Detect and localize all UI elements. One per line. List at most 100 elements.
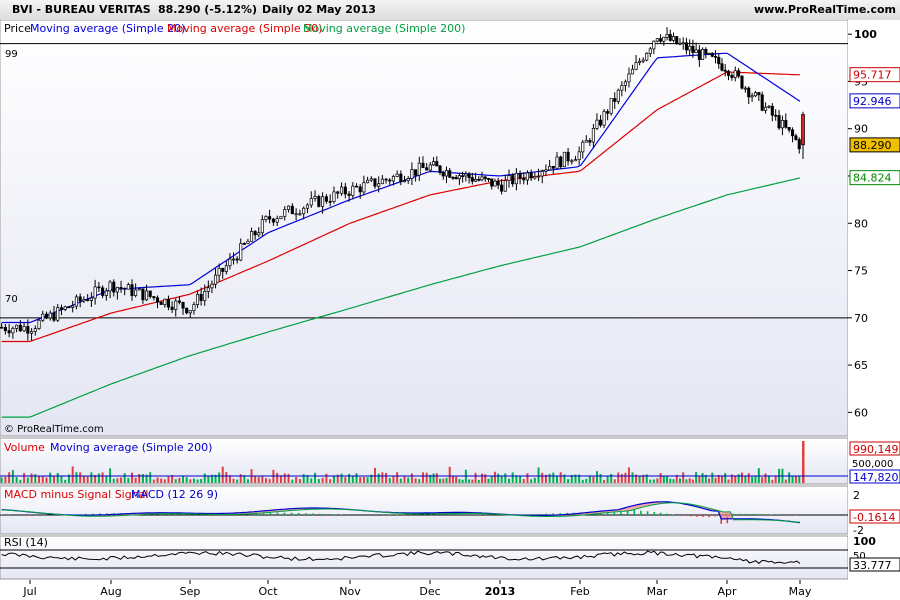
website-label: www.ProRealTime.com <box>753 3 896 16</box>
volume-bar <box>530 479 533 483</box>
volume-bar <box>448 466 451 483</box>
candle-body <box>224 265 228 272</box>
volume-bar <box>606 475 609 483</box>
macd-hist-bar <box>640 510 642 515</box>
volume-bar <box>578 474 581 483</box>
volume-badge-box <box>849 441 900 456</box>
legend-macd: MACD (12 26 9) <box>131 488 218 501</box>
candle-body <box>662 36 666 42</box>
volume-bar <box>487 478 490 483</box>
volume-bar <box>511 472 514 483</box>
ma200-path <box>1 177 801 418</box>
candle-body <box>137 288 141 291</box>
candle-body <box>573 159 578 162</box>
candle-body <box>271 218 275 223</box>
candle-body <box>602 111 606 126</box>
candle-body <box>425 167 429 171</box>
volume-bar <box>243 475 246 483</box>
candle-body <box>750 95 754 98</box>
volume-bar <box>192 478 195 483</box>
volume-bar <box>362 476 365 483</box>
volume-bar <box>445 477 448 483</box>
candle-body <box>104 290 108 296</box>
x-label-Feb: Feb <box>570 585 589 598</box>
candle-body <box>159 301 163 305</box>
candle-body <box>56 307 60 321</box>
candle-body <box>438 165 442 173</box>
candle-body <box>704 48 708 54</box>
macd-hist-bar <box>460 513 463 515</box>
candle-body <box>108 281 112 292</box>
candle-body <box>668 34 672 41</box>
volume-bar <box>720 476 723 483</box>
volume-bar <box>214 474 217 483</box>
volume-bar <box>425 472 428 483</box>
volume-bar <box>701 473 704 483</box>
volume-bar <box>740 472 743 483</box>
candle-body <box>324 196 328 202</box>
candle-body <box>37 319 41 329</box>
volume-bar <box>90 472 93 483</box>
candle-body <box>464 173 468 177</box>
macd-hist-bar <box>479 514 481 515</box>
candle-body <box>0 326 4 329</box>
quote-label: 88.290 (-5.12%) <box>158 3 258 16</box>
volume-bar <box>325 473 328 483</box>
candle-body <box>181 301 185 309</box>
candle-body <box>620 85 624 91</box>
volume-bar <box>490 475 493 483</box>
legend-volume-ma: Moving average (Simple 200) <box>50 441 212 454</box>
macd-hist-bar <box>626 510 629 515</box>
candle-body <box>678 42 682 45</box>
candle-body <box>313 196 317 199</box>
volume-bar <box>38 475 41 483</box>
volume-bar <box>737 474 740 483</box>
candle-body <box>239 243 243 261</box>
volume-bar <box>232 478 235 483</box>
macd-hist-bar <box>396 514 398 515</box>
volume-ma-badge: 147,820 <box>853 471 899 484</box>
volume-bar <box>351 476 354 483</box>
volume-bar <box>82 475 85 483</box>
volume-bar <box>617 472 620 483</box>
volume-bar <box>264 478 267 483</box>
macd-hist-bar <box>684 515 686 516</box>
volume-badge: 990,149 <box>853 443 899 456</box>
candle-body <box>595 119 599 129</box>
x-label-Dec: Dec <box>419 585 440 598</box>
volume-bar <box>403 476 406 483</box>
volume-bar <box>642 474 645 483</box>
volume-bar <box>645 474 648 483</box>
volume-bar-last <box>802 441 805 483</box>
volume-bar <box>552 472 555 483</box>
volume-bar <box>228 475 231 483</box>
macd-hist-bar <box>485 514 487 515</box>
x-label-Jul: Jul <box>22 585 36 598</box>
candle-body <box>406 178 410 181</box>
candle-body <box>347 193 351 196</box>
volume-bar <box>435 473 438 483</box>
volume-bar <box>49 472 52 483</box>
candle-body <box>477 179 481 181</box>
candle-body <box>7 330 11 334</box>
candle-body <box>155 297 160 303</box>
volume-bar <box>695 472 698 483</box>
candle-body <box>540 170 544 177</box>
macd-hist-bar <box>764 514 767 515</box>
volume-bar <box>171 475 174 483</box>
candle-body <box>496 180 500 186</box>
candle-body <box>555 156 559 169</box>
volume-bar <box>317 479 320 483</box>
volume-bar <box>86 476 89 483</box>
volume-bar <box>638 476 641 483</box>
candle-body <box>451 176 455 179</box>
candle-body <box>279 215 283 220</box>
volume-ma-badge-box <box>849 469 900 484</box>
macd-hist-bar <box>448 513 451 515</box>
candle-body <box>767 105 771 108</box>
candle-body <box>253 231 257 236</box>
candle-body <box>638 60 642 63</box>
candle-body <box>86 299 90 301</box>
candle-body <box>369 178 373 181</box>
volume-bar <box>145 474 148 483</box>
